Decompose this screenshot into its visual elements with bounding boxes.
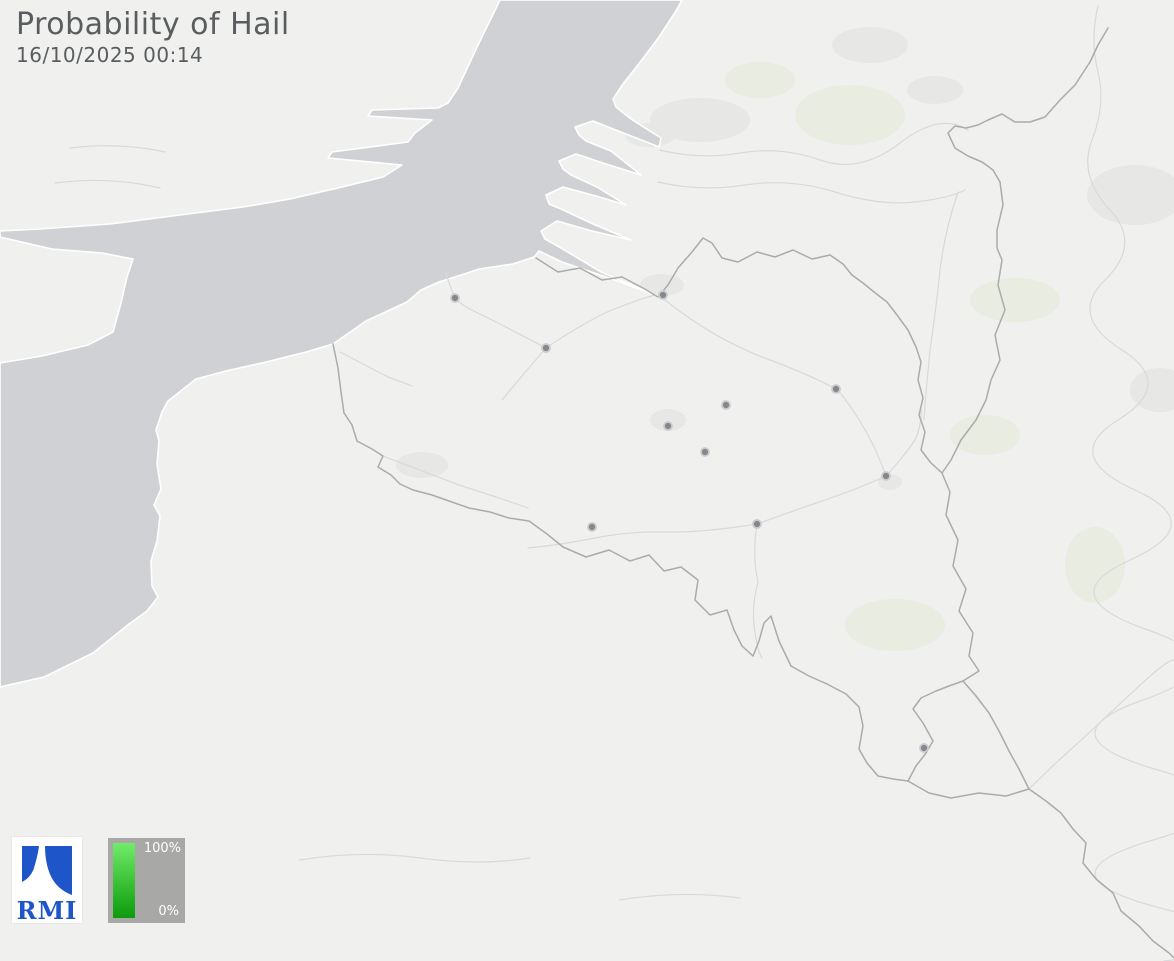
border-belgium-netherlands <box>535 237 943 474</box>
country-borders <box>332 27 1174 959</box>
urban-patches <box>396 27 1174 490</box>
city-marker <box>450 293 460 303</box>
rivers-and-minor-lines <box>54 5 1174 961</box>
border-luxembourg <box>907 680 1030 799</box>
border-netherlands-germany <box>941 27 1109 474</box>
legend-max-label: 100% <box>143 841 181 856</box>
city-marker <box>752 519 762 529</box>
title-block: Probability of Hail 16/10/2025 00:14 <box>16 8 290 67</box>
probability-gradient-bar <box>113 843 135 918</box>
city-marker <box>587 522 597 532</box>
page-title: Probability of Hail <box>16 7 290 42</box>
rmi-logo-text: RMI <box>16 896 78 925</box>
map-timestamp: 16/10/2025 00:14 <box>16 43 204 67</box>
city-marker <box>831 384 841 394</box>
rmi-logo: RMI <box>12 837 82 923</box>
probability-legend: 100% 0% <box>108 838 185 923</box>
forest-patches <box>725 62 1125 651</box>
city-marker <box>658 290 668 300</box>
city-marker <box>721 400 731 410</box>
sea-north-sea <box>0 0 683 688</box>
city-marker <box>663 421 673 431</box>
city-marker <box>541 343 551 353</box>
border-belgium-france <box>332 343 909 782</box>
city-marker <box>700 447 710 457</box>
legend-min-label: 0% <box>158 904 179 919</box>
rmi-logo-icon <box>22 846 72 896</box>
border-belgium-germany <box>941 472 980 682</box>
city-markers <box>450 290 929 753</box>
city-marker <box>881 471 891 481</box>
city-marker <box>919 743 929 753</box>
border-france-germany <box>1028 788 1174 959</box>
